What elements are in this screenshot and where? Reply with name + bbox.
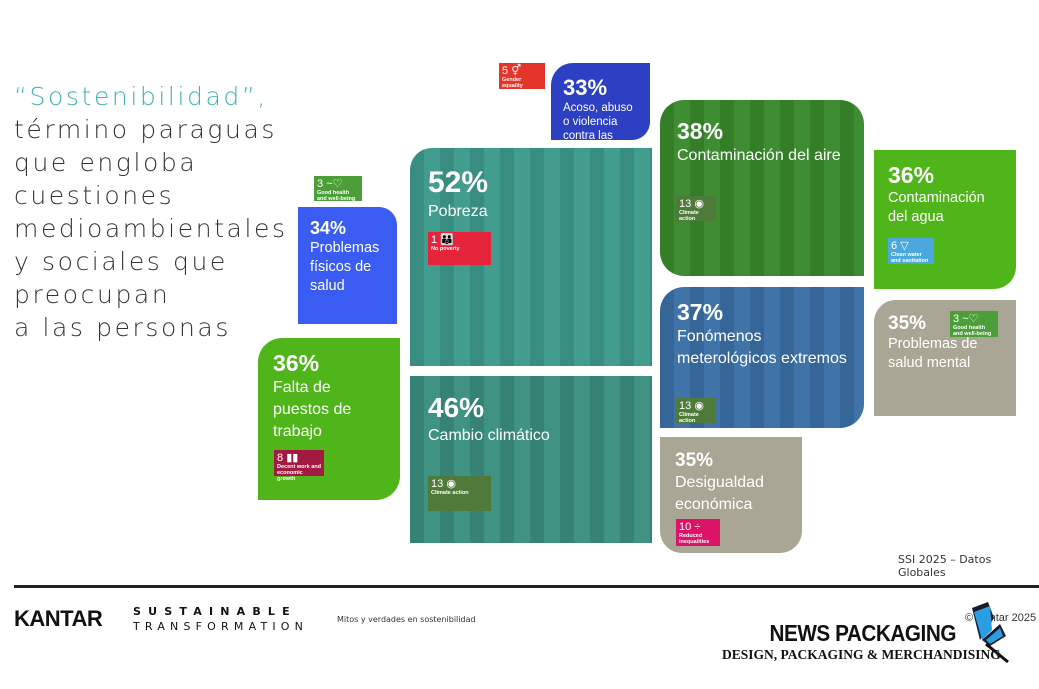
background-photo <box>660 100 864 276</box>
tile-label: Cambio climático <box>428 427 550 444</box>
tile-label: Desigualdad económica <box>675 474 764 513</box>
issue-tile: 36% Contaminación del agua <box>874 150 1016 289</box>
tile-label: Acoso, abuso o violencia contra las muje… <box>563 102 633 140</box>
headline: “Sostenibilidad”, término paraguas que e… <box>14 80 288 344</box>
background-photo <box>410 376 652 543</box>
gender-symbol-icon: ⚥ <box>511 65 522 77</box>
sdg-badge: 1 👪 No poverty <box>428 232 491 265</box>
sdg-badge: 10 ÷ Reduced inequalities <box>676 519 720 546</box>
water-drop-icon: ▽ <box>900 240 909 252</box>
sdg-text: Clean water and sanitation <box>891 252 929 264</box>
sdg-badge: 8 ▮▮ Decent work and economic growth <box>274 450 324 482</box>
sdg-number: 6 <box>891 240 898 252</box>
butterfly-icon <box>972 602 1009 664</box>
headline-line: cuestiones <box>14 181 175 210</box>
sdg-badge: 3 ~♡ Good health and well-being <box>314 176 362 202</box>
sdg-badge: 13 ◉ Climate action <box>676 398 716 424</box>
issue-tile: 38% Contaminación del aire <box>660 100 864 276</box>
sdg-badge: 6 ▽ Clean water and sanitation <box>888 238 934 264</box>
footer-subtitle: Mitos y verdades en sostenibilidad <box>337 615 476 624</box>
headline-line: medioambientales <box>14 214 288 243</box>
watermark-tagline: DESIGN, PACKAGING & MERCHANDISING <box>722 647 1001 662</box>
sdg-badge: 5 ⚥ Gender equality <box>499 63 545 89</box>
issue-tile: 34% Problemas físicos de salud <box>298 207 397 324</box>
headline-line: y sociales que <box>14 247 228 276</box>
sdg-number: 8 <box>277 452 284 464</box>
program-line1: SUSTAINABLE <box>133 605 297 618</box>
tile-percent: 37% <box>677 299 724 325</box>
tile-percent: 35% <box>675 450 714 471</box>
sdg-badge: 3 ~♡ Good health and well-being <box>950 311 998 337</box>
program-line2: TRANSFORMATION <box>133 620 309 633</box>
tile-label: Contaminación del agua <box>888 190 985 225</box>
sdg-text: No poverty <box>431 246 460 252</box>
headline-line: término paraguas <box>14 115 277 144</box>
tile-percent: 52% <box>428 166 489 199</box>
sdg-number: 3 <box>317 178 324 190</box>
sdg-text: Climate action <box>679 210 699 222</box>
headline-line: a las personas <box>14 313 231 342</box>
tile-percent: 38% <box>677 118 724 144</box>
sdg-text: Good health and well-being <box>953 325 992 337</box>
headline-line: preocupan <box>14 280 171 309</box>
sdg-number: 10 <box>679 521 692 533</box>
heartbeat-icon: ~♡ <box>962 313 979 325</box>
kantar-logo: KANTAR <box>14 606 103 631</box>
eye-globe-icon: ◉ <box>694 400 704 412</box>
tile-label: Fonómenos meterológicos extremos <box>677 328 847 367</box>
sdg-text: Gender equality <box>502 77 523 89</box>
sdg-number: 5 <box>502 65 509 77</box>
divider <box>14 585 1039 588</box>
sdg-number: 13 <box>679 400 692 412</box>
issue-tile: 35% Desigualdad económica <box>660 437 802 553</box>
tile-label: Problemas físicos de salud <box>310 240 380 294</box>
tile-percent: 34% <box>310 218 347 238</box>
issue-tile: 52% Pobreza <box>410 148 652 366</box>
watermark-title: NEWS PACKAGING <box>769 620 956 646</box>
news-packaging-watermark: NEWS PACKAGING DESIGN, PACKAGING & MERCH… <box>722 620 1001 663</box>
sdg-badge: 13 ◉ Climate action <box>676 196 716 222</box>
issue-tile: 33% Acoso, abuso o violencia contra las … <box>551 63 650 140</box>
sdg-text: Reduced inequalities <box>679 533 710 545</box>
sdg-number: 1 <box>431 234 438 246</box>
eye-globe-icon: ◉ <box>694 198 704 210</box>
growth-chart-icon: ▮▮ <box>286 452 299 464</box>
family-icon: 👪 <box>440 234 454 246</box>
sdg-number: 13 <box>679 198 692 210</box>
sdg-text: Good health and well-being <box>317 190 356 202</box>
tile-percent: 46% <box>428 392 485 423</box>
tile-percent: 33% <box>563 75 608 100</box>
tile-percent: 36% <box>888 162 935 188</box>
program-logo: SUSTAINABLE TRANSFORMATION <box>133 604 308 634</box>
issue-tile: 46% Cambio climático <box>410 376 652 543</box>
sdg-badge: 13 ◉ Climate action <box>428 476 491 511</box>
eye-globe-icon: ◉ <box>446 478 456 490</box>
sdg-text: Climate action <box>431 490 469 496</box>
sdg-text: Climate action <box>679 412 699 424</box>
tile-percent: 35% <box>888 313 927 334</box>
equality-icon: ÷ <box>694 521 701 533</box>
source-note: SSI 2025 – Datos Globales <box>898 553 992 579</box>
sdg-number: 3 <box>953 313 960 325</box>
heartbeat-icon: ~♡ <box>326 178 343 190</box>
sdg-text: Decent work and economic growth <box>277 464 322 482</box>
tile-label: Falta de puestos de trabajo <box>273 379 352 440</box>
headline-line: que engloba <box>14 148 198 177</box>
tile-label: Pobreza <box>428 203 488 220</box>
sdg-number: 13 <box>431 478 444 490</box>
tile-label: Contaminación del aire <box>677 147 841 164</box>
tile-label: Problemas de salud mental <box>888 336 978 371</box>
headline-highlight: “Sostenibilidad”, <box>14 82 268 111</box>
tile-percent: 36% <box>273 350 320 376</box>
